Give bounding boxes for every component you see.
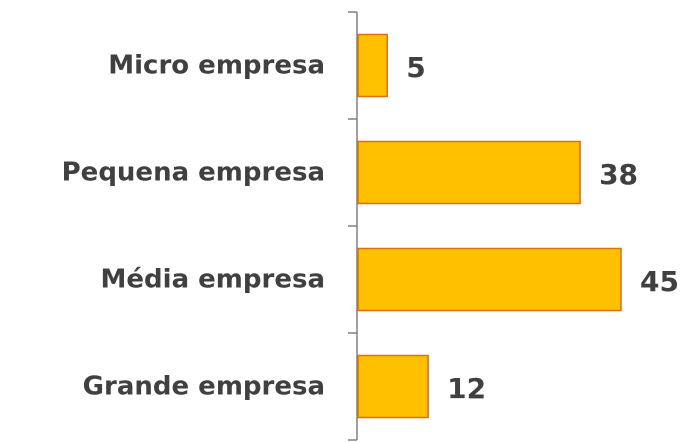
value-label-media-empresa: 45 [640,265,679,298]
category-axis [348,11,358,441]
bar-media-empresa [357,247,622,312]
bars-group [357,33,622,419]
bar-pequena-empresa [357,140,581,205]
value-label-grande-empresa: 12 [447,372,486,405]
bar-grande-empresa [357,354,429,419]
category-label-media-empresa: Média empresa [101,265,325,295]
labels-group: Micro empresa 5 Pequena empresa 38 Média emp… [62,51,679,406]
value-label-pequena-empresa: 38 [599,158,638,191]
category-label-grande-empresa: Grande empresa [83,372,325,402]
category-label-micro-empresa: Micro empresa [108,51,325,81]
value-label-micro-empresa: 5 [406,51,425,84]
category-label-pequena-empresa: Pequena empresa [62,158,325,188]
bar-micro-empresa [357,33,388,98]
